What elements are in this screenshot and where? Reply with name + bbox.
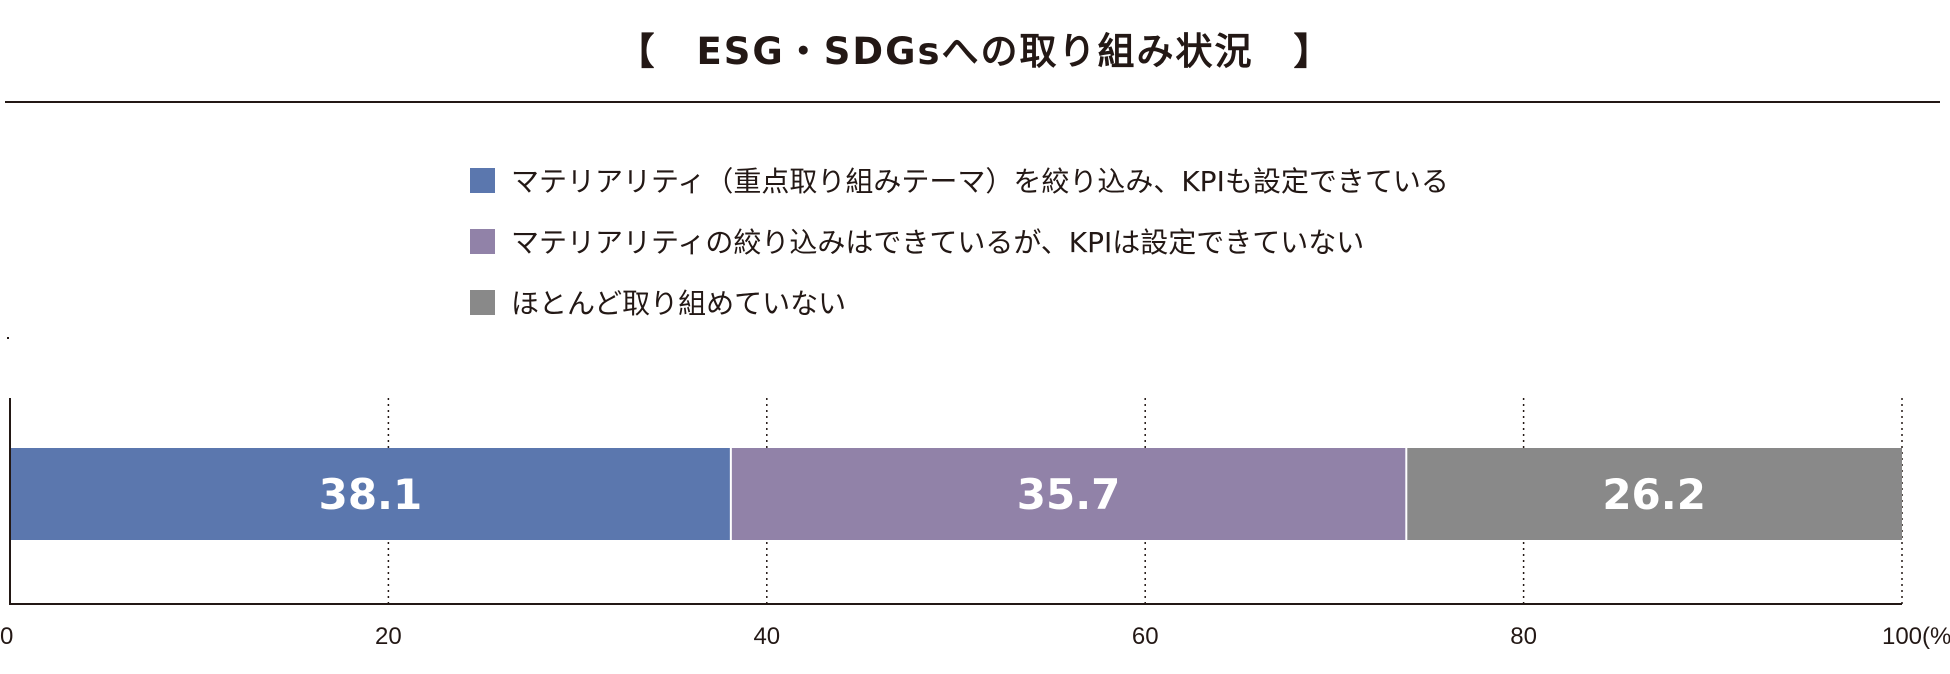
data-label: 35.7 — [1017, 470, 1121, 519]
legend-label: マテリアリティの絞り込みはできているが、KPIは設定できていない — [511, 226, 1365, 259]
stray-dot — [7, 337, 9, 339]
legend-label: ほとんど取り組めていない — [511, 287, 847, 320]
data-label: 38.1 — [319, 470, 423, 519]
legend-item-not-started: ほとんど取り組めていない — [470, 282, 1449, 322]
x-tick-label: 80 — [1510, 623, 1537, 650]
chart-title: 【 ESG・SDGsへの取り組み状況 】 — [0, 18, 1950, 78]
x-tick-label: 40 — [753, 623, 780, 650]
legend-swatch — [470, 167, 495, 193]
x-tick-label: 100 — [1882, 623, 1922, 650]
bar-segment — [1406, 448, 1902, 540]
stacked-bar-chart: 38.1 35.7 26.2 0 20 40 60 80 100(%) — [0, 398, 1950, 650]
legend-swatch — [470, 228, 495, 254]
title-divider — [5, 101, 1940, 103]
legend-item-materiality-kpi: マテリアリティ（重点取り組みテーマ）を絞り込み、KPIも設定できている — [470, 160, 1449, 200]
bar-segment — [10, 448, 731, 540]
title-open-bracket: 【 — [617, 30, 657, 73]
x-tick-label: 20 — [375, 623, 402, 650]
legend-swatch — [470, 289, 495, 315]
x-unit-label: (%) — [1922, 623, 1950, 650]
legend-label: マテリアリティ（重点取り組みテーマ）を絞り込み、KPIも設定できている — [511, 165, 1449, 198]
data-label: 26.2 — [1602, 470, 1706, 519]
legend: マテリアリティ（重点取り組みテーマ）を絞り込み、KPIも設定できている マテリア… — [470, 160, 1449, 343]
title-text: ESG・SDGsへの取り組み状況 — [696, 30, 1254, 73]
x-tick-label: 60 — [1132, 623, 1159, 650]
legend-item-materiality-only: マテリアリティの絞り込みはできているが、KPIは設定できていない — [470, 221, 1449, 261]
x-tick-label: 0 — [0, 623, 13, 650]
title-close-bracket: 】 — [1293, 30, 1333, 73]
bar-segment — [730, 448, 1407, 540]
